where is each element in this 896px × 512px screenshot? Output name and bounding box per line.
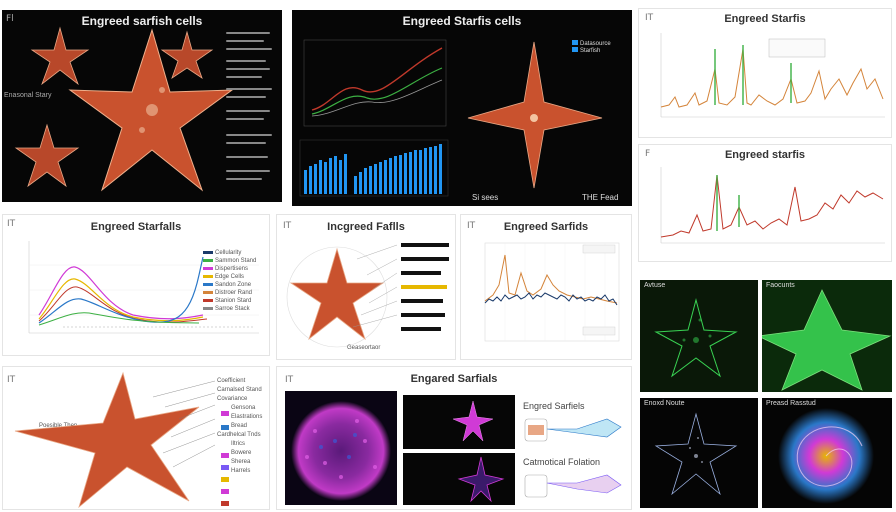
panel-engreed-starfis-trend: Engreed starfis F [638, 144, 892, 262]
panel-incgreed-faflls: Incgreed Faflls IT Geaseortaor [276, 214, 456, 360]
label-2: Carnalsed Stand [217, 387, 262, 393]
footer-label: Geaseortaor [347, 345, 381, 351]
legend: Cellularity Sammon Stand Dispertisens Ed… [203, 249, 256, 313]
micrograph-star [403, 453, 515, 505]
multi-line-chart [28, 241, 259, 334]
corner-label: IT [645, 13, 654, 23]
label-8: Iltrics [231, 441, 245, 447]
legend-item-8: Sarroe Stack [215, 306, 250, 312]
panel-engreed-starfalls: Engreed Starfalls IT Cellularity Sammon … [2, 214, 270, 356]
micro-d-label: Preasd Rasstud [766, 400, 816, 407]
noisy-chart [484, 242, 620, 342]
label-1: Coefficient [217, 378, 246, 384]
bar-series [304, 144, 442, 194]
panel-title: Engreed sarfish cells [81, 14, 203, 28]
legend-item-1: Cellularity [215, 250, 242, 256]
legend-item-4: Edge Cells [215, 274, 245, 280]
corner-label: F [645, 149, 651, 159]
corner-label: IT [467, 221, 476, 231]
label-3: Covariance [217, 396, 248, 402]
label-11: Harrels [231, 468, 251, 474]
corner-label: IT [7, 375, 16, 385]
starfish-bottom [14, 371, 200, 509]
corner-label: IT [283, 221, 292, 231]
micro-a-label: Avtuse [644, 282, 666, 289]
legend-item-3: Dispertisens [215, 266, 249, 272]
corner-label: Fl [6, 14, 14, 24]
legend-item-2: Starfish [580, 48, 601, 54]
legend-item-7: Stanion Stard [215, 298, 252, 304]
panel-engared-sarfials: Engared Sarfials IT [276, 366, 632, 510]
panel-title: Incgreed Faflls [327, 221, 405, 233]
starfish-small-3 [14, 123, 80, 188]
micrograph-cluster [403, 395, 515, 449]
panel-title: Engared Sarfials [410, 373, 498, 385]
panel-engreed-sarfids: Engreed Sarfids IT [460, 214, 632, 360]
micro-b: Faocunts [762, 280, 892, 392]
color-swatches [221, 411, 229, 506]
legend-item-1: Datasource [580, 41, 611, 47]
label-6: Bread [231, 423, 248, 429]
panel-starfish-cells-dark: Engreed sarfish cells Fl Enasonal Stary [2, 10, 282, 202]
panel-starfish-labelled: IT Poesible Then Coefficient Carnalsed S… [2, 366, 270, 510]
label-5: Elastrations [231, 414, 263, 420]
label-list: Coefficient Carnalsed Stand Covariance G… [217, 377, 262, 476]
panel-micrographs: Avtuse Faocunts Enoxd Noute [640, 272, 892, 508]
side-title-2: Catmotical Folation [523, 457, 601, 467]
starfish-illustration [14, 26, 234, 192]
micro-c-label: Enoxd Noute [644, 400, 685, 407]
trend-chart [660, 167, 885, 244]
mixed-charts [299, 39, 603, 197]
micro-b-label: Faocunts [766, 282, 795, 289]
panel-engreed-starfis-spike: Engreed Starfis IT [638, 8, 892, 138]
side-title-1: Engred Sarfiels [523, 401, 585, 411]
starfish-annotation [14, 371, 229, 509]
panel-title: Engreed Starfis cells [402, 14, 522, 28]
starfish-small-1 [30, 26, 90, 86]
starfish-center [289, 247, 385, 341]
legend-item-6: Distroer Rand [215, 290, 253, 296]
panel-title: Engreed Sarfids [503, 221, 589, 233]
corner-label: IT [7, 219, 16, 229]
legend-item-2: Sammon Stand [215, 258, 257, 264]
starfish-small-2 [160, 30, 214, 79]
panel-title: Engreed Starfis [724, 13, 806, 25]
footer-right: THE Fead [582, 193, 619, 202]
legend-box: Datasource Starfish [572, 40, 611, 54]
side-diagrams [524, 418, 622, 498]
label-7: Cardhelcal Tnds [217, 432, 261, 438]
starfish-diagram [286, 243, 449, 348]
left-label: Poesible Then [39, 423, 78, 429]
side-label: Enasonal Stary [4, 92, 52, 99]
footer-left: Si sees [472, 193, 499, 202]
micro-d: Preasd Rasstud [762, 398, 892, 508]
corner-label: IT [285, 375, 294, 385]
label-10: Sherea [231, 459, 251, 465]
label-9: Bowere [231, 450, 252, 456]
micrograph-circle [285, 391, 397, 505]
micro-a: Avtuse [640, 280, 758, 392]
panel-starfis-cells-charts: Engreed Starfis cells Datasource Starfis… [292, 10, 632, 206]
panel-title: Engreed starfis [724, 149, 806, 161]
legend-item-5: Sandon Zone [215, 282, 252, 288]
micro-c: Enoxd Noute [640, 398, 758, 508]
panel-title: Engreed Starfalls [90, 221, 182, 233]
label-4: Gensona [231, 405, 256, 411]
spike-chart [660, 33, 885, 118]
